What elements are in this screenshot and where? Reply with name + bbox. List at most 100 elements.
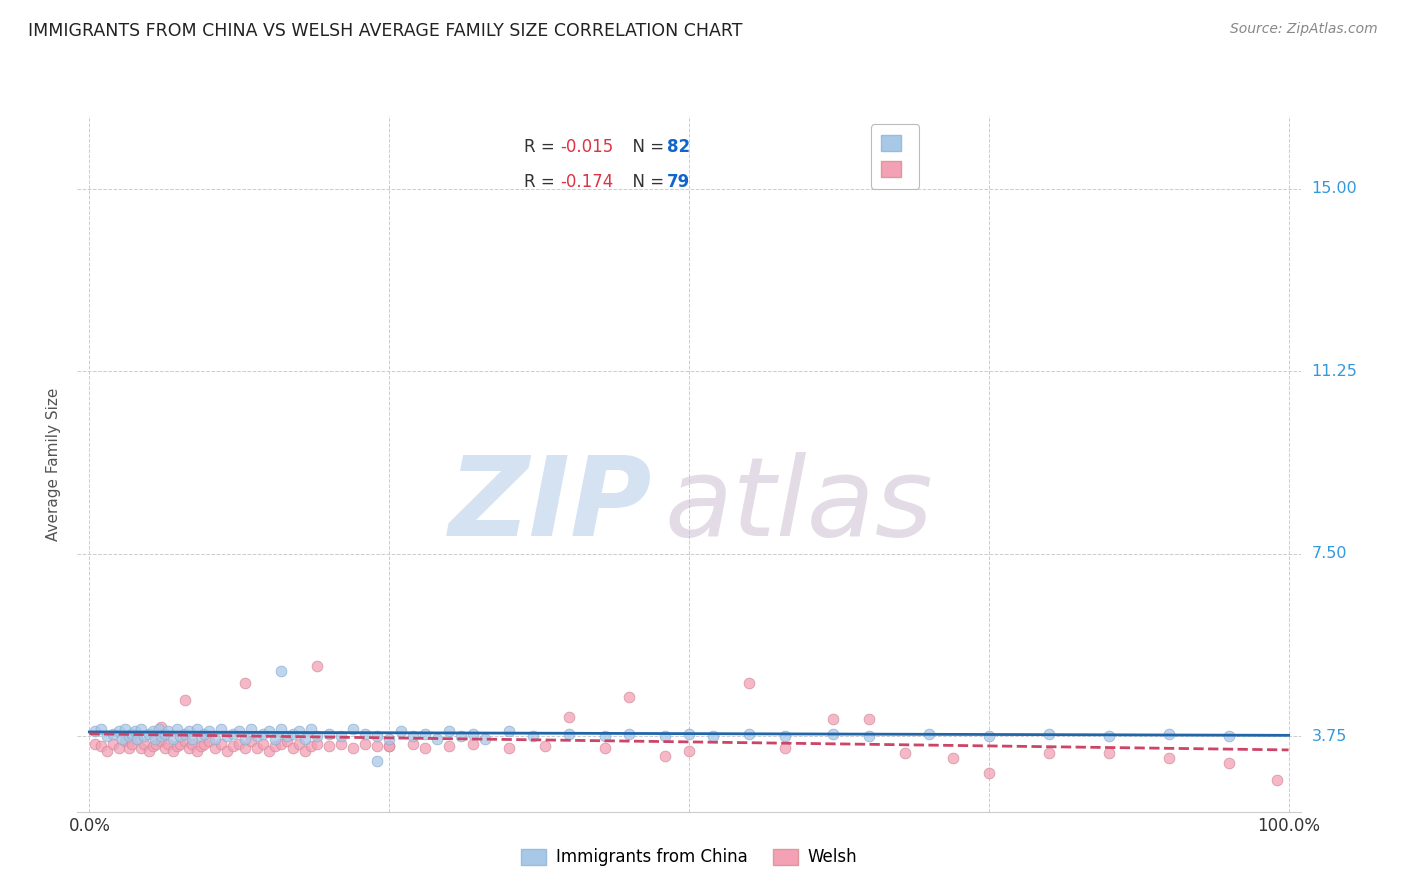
Text: 79: 79: [666, 173, 690, 191]
Point: [402, 737, 425, 751]
Point: [558, 727, 581, 741]
Point: [103, 737, 125, 751]
Point: [157, 724, 180, 739]
Point: [121, 727, 143, 741]
Point: [142, 724, 165, 739]
Point: [821, 727, 844, 741]
Point: [162, 731, 184, 746]
Point: [153, 741, 176, 756]
Point: [299, 739, 322, 753]
Point: [330, 737, 353, 751]
Text: atlas: atlas: [665, 452, 934, 559]
Y-axis label: Average Family Size: Average Family Size: [46, 387, 62, 541]
Point: [129, 741, 152, 756]
Text: N =: N =: [621, 138, 669, 156]
Point: [148, 722, 170, 736]
Point: [186, 722, 208, 736]
Point: [918, 727, 941, 741]
Point: [84, 724, 107, 739]
Point: [111, 731, 134, 746]
Point: [264, 731, 287, 746]
Point: [283, 741, 305, 756]
Point: [193, 737, 215, 751]
Point: [142, 739, 165, 753]
Point: [127, 731, 149, 746]
Text: N =: N =: [621, 173, 669, 191]
Point: [222, 739, 245, 753]
Point: [198, 734, 221, 748]
Point: [318, 739, 340, 753]
Point: [307, 658, 329, 673]
Point: [307, 729, 329, 743]
Text: 11.25: 11.25: [1312, 364, 1358, 379]
Point: [773, 741, 796, 756]
Point: [193, 727, 215, 741]
Point: [181, 737, 204, 751]
Point: [169, 729, 191, 743]
Point: [498, 741, 520, 756]
Point: [103, 727, 125, 741]
Point: [90, 722, 112, 736]
Text: -0.174: -0.174: [561, 173, 614, 191]
Point: [157, 737, 180, 751]
Point: [252, 727, 274, 741]
Point: [858, 729, 880, 743]
Text: ZIP: ZIP: [449, 452, 652, 559]
Point: [228, 724, 250, 739]
Point: [270, 664, 292, 678]
Point: [114, 722, 136, 736]
Point: [233, 741, 256, 756]
Point: [166, 739, 188, 753]
Point: [1038, 727, 1060, 741]
Point: [121, 737, 143, 751]
Point: [270, 737, 292, 751]
Point: [450, 729, 472, 743]
Point: [498, 724, 520, 739]
Point: [474, 731, 496, 746]
Point: [522, 729, 544, 743]
Point: [413, 727, 436, 741]
Point: [169, 737, 191, 751]
Point: [654, 729, 676, 743]
Point: [190, 739, 212, 753]
Point: [366, 754, 388, 768]
Point: [217, 744, 239, 758]
Point: [534, 739, 557, 753]
Point: [177, 724, 200, 739]
Point: [209, 737, 232, 751]
Point: [342, 741, 364, 756]
Point: [129, 722, 152, 736]
Point: [1218, 729, 1240, 743]
Point: [108, 741, 131, 756]
Point: [138, 727, 160, 741]
Point: [204, 741, 226, 756]
Point: [209, 722, 232, 736]
Point: [1218, 756, 1240, 770]
Point: [181, 731, 204, 746]
Point: [96, 744, 118, 758]
Point: [617, 727, 640, 741]
Point: [1098, 729, 1121, 743]
Point: [138, 744, 160, 758]
Point: [1038, 747, 1060, 761]
Point: [702, 729, 724, 743]
Point: [228, 737, 250, 751]
Point: [134, 737, 156, 751]
Point: [821, 712, 844, 726]
Point: [294, 731, 316, 746]
Point: [246, 729, 269, 743]
Point: [378, 739, 401, 753]
Point: [283, 727, 305, 741]
Point: [270, 722, 292, 736]
Point: [276, 729, 298, 743]
Point: [461, 737, 484, 751]
Point: [257, 744, 280, 758]
Point: [378, 731, 401, 746]
Point: [294, 744, 316, 758]
Legend: Immigrants from China, Welsh: Immigrants from China, Welsh: [515, 842, 863, 873]
Point: [198, 724, 221, 739]
Point: [738, 727, 761, 741]
Point: [342, 722, 364, 736]
Text: -0.015: -0.015: [561, 138, 614, 156]
Point: [108, 724, 131, 739]
